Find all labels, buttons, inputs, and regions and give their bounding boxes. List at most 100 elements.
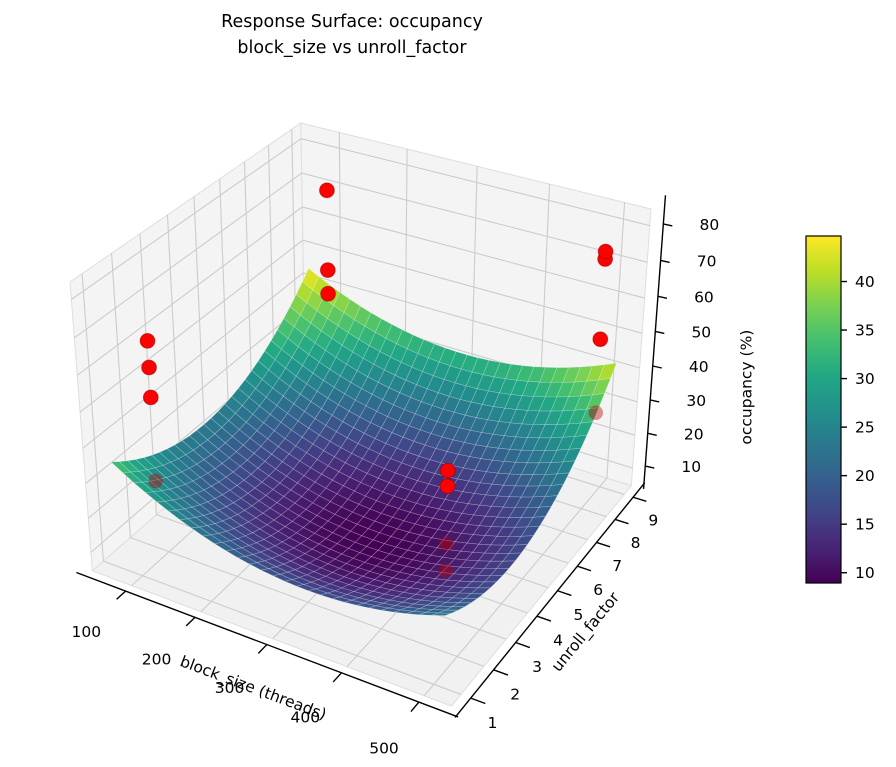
- x-axis-tick: [410, 701, 420, 713]
- surface-face: [550, 472, 570, 486]
- scatter-point: [139, 333, 156, 349]
- x-tick-label: 100: [72, 623, 102, 641]
- y-tick-label: 3: [532, 658, 542, 676]
- grid-line-y-floor: [103, 560, 462, 695]
- y-axis-tick: [557, 590, 572, 597]
- z-axis-tick: [650, 399, 660, 403]
- x-tick-label: 300: [215, 679, 245, 697]
- z-tick-label: 60: [694, 288, 714, 306]
- x-axis-label: block_size (threads): [177, 652, 329, 724]
- y-tick-label: 5: [574, 606, 584, 624]
- y-axis-tick: [577, 565, 592, 572]
- z-axis-spine: [642, 195, 667, 489]
- scatter-point: [597, 243, 614, 260]
- colorbar-tick-label: 10: [855, 564, 875, 582]
- z-axis-tick: [660, 259, 670, 264]
- y-tick-label: 8: [631, 534, 641, 552]
- colorbar-gradient: [805, 235, 842, 584]
- z-tick-label: 30: [686, 392, 706, 410]
- x-tick-label: 200: [142, 650, 172, 668]
- scatter-points: [139, 182, 614, 578]
- surface-face: [483, 574, 504, 583]
- z-axis-tick: [647, 432, 657, 436]
- colorbar-tick-label: 20: [855, 467, 875, 485]
- x-tick-label: 400: [291, 709, 321, 727]
- z-axis-tick: [655, 330, 665, 335]
- y-axis-tick: [470, 697, 486, 705]
- x-axis-tick: [257, 644, 268, 654]
- z-tick-label: 70: [697, 252, 717, 270]
- scatter-point-dim: [148, 473, 163, 489]
- chart-title-line1: Response Surface: occupancy: [221, 12, 483, 32]
- chart-title-line2: block_size vs unroll_factor: [237, 38, 467, 58]
- x-axis-tick: [116, 590, 127, 600]
- y-tick-label: 7: [612, 557, 622, 575]
- surface-face: [597, 362, 617, 381]
- z-tick-label: 10: [681, 458, 701, 476]
- grid-line-z-left: [82, 272, 304, 449]
- surface-face: [477, 581, 498, 589]
- chart-title: Response Surface: occupancy block_size v…: [0, 9, 704, 61]
- grid-line-x-floor: [423, 477, 608, 697]
- grid-line-z-right: [301, 172, 648, 263]
- grid-line-z-left: [71, 138, 302, 300]
- colorbar-tick-label: 15: [855, 516, 875, 534]
- colorbar-tick-label: 35: [855, 322, 875, 340]
- colorbar-tick-label: 30: [855, 370, 875, 388]
- y-axis-tick: [536, 615, 552, 622]
- grid-line-y-wall: [111, 253, 131, 538]
- x-axis-tick: [185, 616, 196, 627]
- scatter-point: [592, 331, 609, 348]
- y-tick-label: 2: [510, 685, 520, 703]
- y-tick-label: 9: [648, 512, 658, 530]
- y-tick-label: 1: [488, 714, 498, 732]
- axis-spines: [76, 195, 673, 718]
- z-axis-label: occupancy (%): [737, 330, 755, 445]
- x-axis-spine: [76, 571, 459, 718]
- grid-line-z-right: [302, 239, 643, 334]
- scatter-point: [320, 285, 336, 302]
- grid-line-x-wall: [606, 202, 626, 479]
- y-axis-spine: [454, 482, 646, 718]
- z-axis-tick: [663, 223, 673, 227]
- grid-line-y-floor: [130, 537, 485, 667]
- z-tick-label: 40: [689, 358, 709, 376]
- scatter-point-dim: [588, 405, 604, 420]
- grid-line-y-wall: [81, 273, 104, 562]
- grid-line-z-left: [73, 172, 303, 339]
- scatter-point: [439, 478, 456, 495]
- colorbar-tick-label: 40: [855, 273, 875, 291]
- surface-face: [431, 612, 452, 616]
- grid-line-z-right: [302, 206, 645, 299]
- surface-face: [502, 552, 522, 562]
- scatter-point: [439, 462, 456, 479]
- scatter-point: [141, 359, 157, 376]
- y-axis-tick: [515, 641, 531, 649]
- surface-face: [574, 421, 594, 437]
- scatter-point-dim: [439, 536, 454, 552]
- surface-face: [538, 495, 558, 508]
- z-tick-label: 80: [699, 216, 719, 234]
- surface-mesh: [110, 268, 617, 616]
- grid-line-z-left: [85, 304, 305, 484]
- y-tick-label: 6: [593, 581, 603, 599]
- y-axis-tick: [632, 496, 647, 502]
- scatter-point: [142, 389, 159, 406]
- z-tick-label: 50: [691, 323, 711, 341]
- x-axis-tick: [332, 672, 342, 683]
- y-axis-tick: [614, 518, 629, 525]
- grid-line-z-right: [303, 272, 640, 369]
- y-axis-tick: [596, 541, 611, 548]
- y-tick-label: 4: [553, 631, 563, 649]
- scatter-point-dim: [438, 563, 453, 578]
- grid-line-z-left: [76, 206, 303, 376]
- surface-face: [489, 567, 510, 576]
- z-axis-tick: [657, 295, 668, 299]
- z-tick-label: 20: [684, 425, 704, 443]
- colorbar: 10 15 20 25 30 35 40: [805, 235, 875, 584]
- surface-face: [592, 378, 611, 396]
- grid-line-z-left: [79, 239, 304, 413]
